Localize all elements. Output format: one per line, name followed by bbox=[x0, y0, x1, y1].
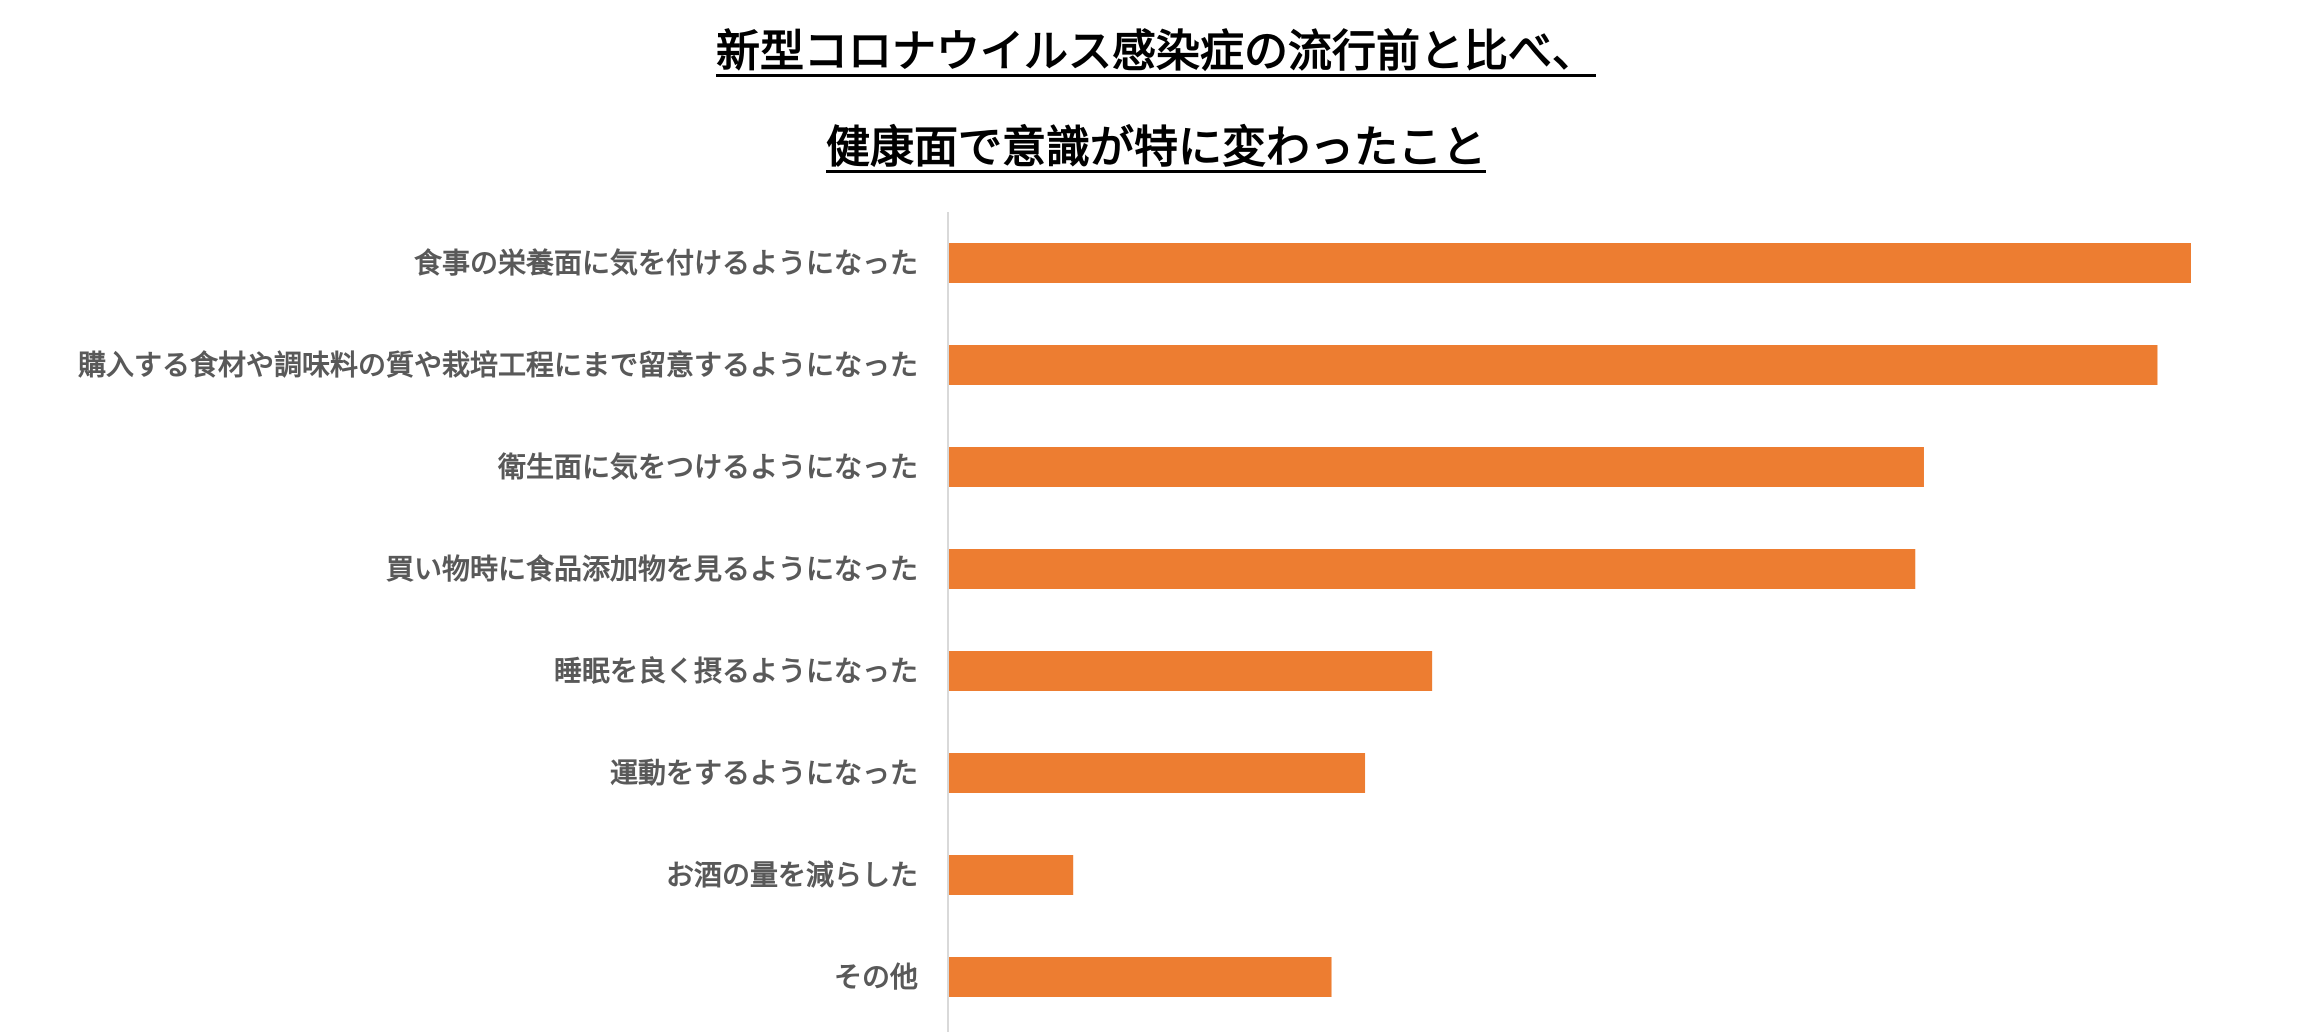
category-label-2: 衛生面に気をつけるようになった bbox=[497, 451, 918, 484]
bar-4 bbox=[949, 651, 1433, 691]
category-label-0: 食事の栄養面に気を付けるようになった bbox=[414, 247, 918, 280]
bar-7 bbox=[949, 957, 1332, 997]
chart-title-line-2: 健康面で意識が特に変わったこと bbox=[826, 122, 1486, 173]
category-label-6: お酒の量を減らした bbox=[666, 859, 918, 892]
category-label-7: その他 bbox=[834, 961, 918, 994]
category-label-3: 買い物時に食品添加物を見るようになった bbox=[386, 553, 918, 586]
category-label-5: 運動をするようになった bbox=[610, 757, 918, 790]
category-label-1: 購入する食材や調味料の質や栽培工程にまで留意するようになった bbox=[78, 349, 918, 382]
bar-5 bbox=[949, 753, 1366, 793]
bar-0 bbox=[949, 243, 2191, 283]
bar-6 bbox=[949, 855, 1074, 895]
chart-title: 新型コロナウイルス感染症の流行前と比べ、 健康面で意識が特に変わったこと bbox=[0, 30, 2312, 222]
chart-title-line-1: 新型コロナウイルス感染症の流行前と比べ、 bbox=[716, 26, 1596, 77]
bar-3 bbox=[949, 549, 1916, 589]
bar-2 bbox=[949, 447, 1924, 487]
bar-1 bbox=[949, 345, 2158, 385]
category-label-4: 睡眠を良く摂るようになった bbox=[554, 655, 918, 688]
